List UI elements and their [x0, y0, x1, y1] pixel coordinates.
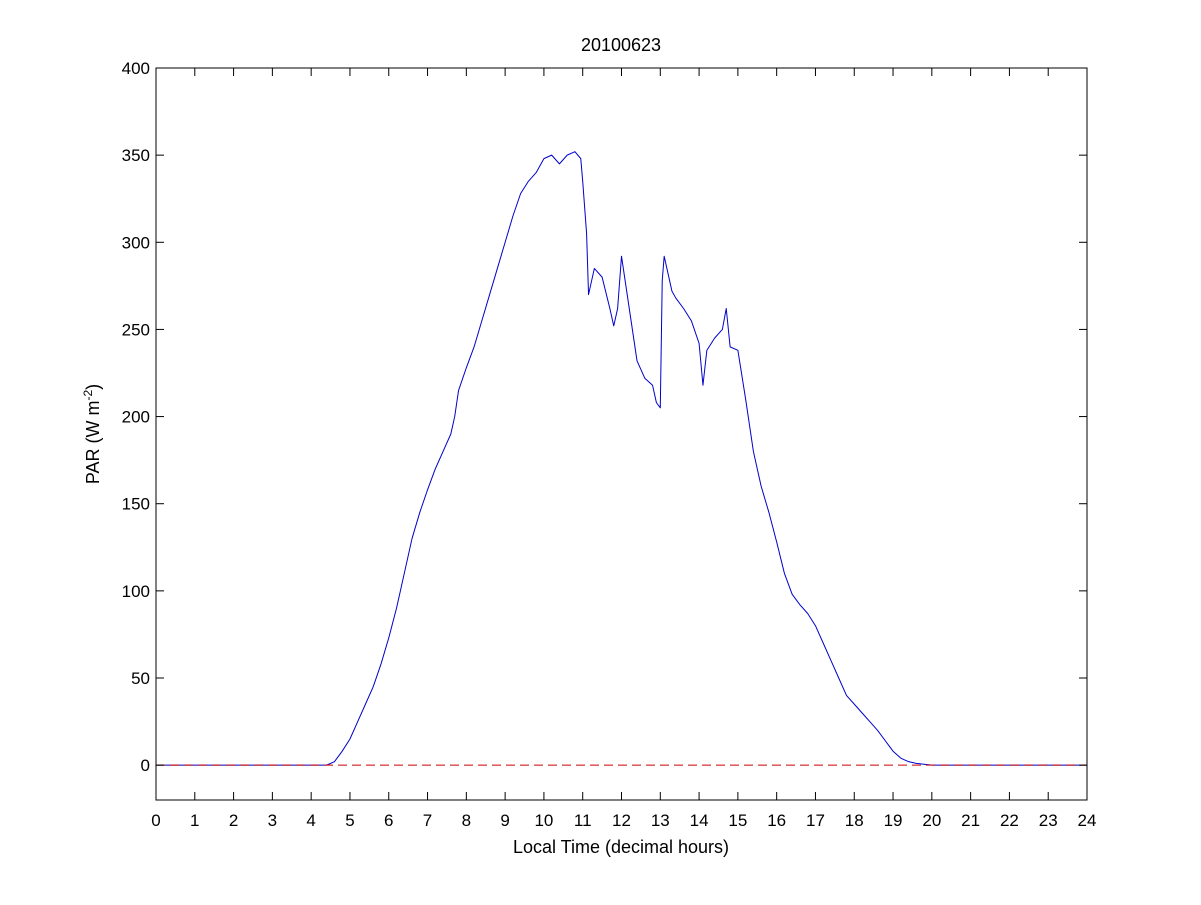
x-tick-label: 19: [884, 811, 903, 830]
chart-title: 20100623: [581, 35, 661, 55]
y-tick-label: 250: [122, 320, 150, 339]
x-tick-label: 24: [1078, 811, 1097, 830]
x-tick-label: 13: [651, 811, 670, 830]
y-axis-ticks: 0 50 100 150 200 250 300 350 400: [122, 59, 1087, 775]
y-tick-label: 200: [122, 408, 150, 427]
x-tick-label: 4: [306, 811, 315, 830]
y-axis-label-main: PAR (W m: [83, 401, 103, 485]
x-tick-label: 6: [384, 811, 393, 830]
x-tick-label: 20: [922, 811, 941, 830]
x-tick-label: 23: [1039, 811, 1058, 830]
x-tick-label: 9: [500, 811, 509, 830]
y-tick-label: 300: [122, 233, 150, 252]
y-tick-label: 150: [122, 495, 150, 514]
y-axis-label-superscript: -2: [81, 390, 95, 401]
x-tick-label: 15: [728, 811, 747, 830]
x-tick-label: 22: [1000, 811, 1019, 830]
x-tick-label: 12: [612, 811, 631, 830]
y-tick-label: 400: [122, 59, 150, 78]
x-tick-label: 7: [423, 811, 432, 830]
x-tick-label: 14: [690, 811, 709, 830]
x-tick-label: 10: [534, 811, 553, 830]
x-tick-label: 5: [345, 811, 354, 830]
par-series-line: [156, 151, 1087, 766]
x-axis-label: Local Time (decimal hours): [513, 837, 729, 857]
x-tick-label: 8: [462, 811, 471, 830]
series-layer: [156, 151, 1087, 766]
x-tick-label: 2: [229, 811, 238, 830]
y-tick-label: 50: [131, 669, 150, 688]
y-tick-label: 100: [122, 582, 150, 601]
plot-area: [156, 68, 1087, 800]
x-tick-label: 3: [268, 811, 277, 830]
x-tick-label: 21: [961, 811, 980, 830]
x-tick-label: 11: [574, 811, 592, 830]
x-tick-label: 17: [806, 811, 825, 830]
x-tick-label: 1: [190, 811, 199, 830]
y-axis-label: PAR (W m-2): [81, 384, 103, 484]
x-axis-ticks: 0 1 2 3 4 5 6 7 8 9 10 11 12 13 14 15 16 17 18 19 20 21 22 23 24: [151, 68, 1096, 830]
y-tick-label: 350: [122, 146, 150, 165]
y-tick-label: 0: [141, 756, 150, 775]
x-tick-label: 0: [151, 811, 160, 830]
x-tick-label: 16: [767, 811, 786, 830]
y-axis-label-close: ): [83, 384, 103, 390]
x-tick-label: 18: [845, 811, 864, 830]
